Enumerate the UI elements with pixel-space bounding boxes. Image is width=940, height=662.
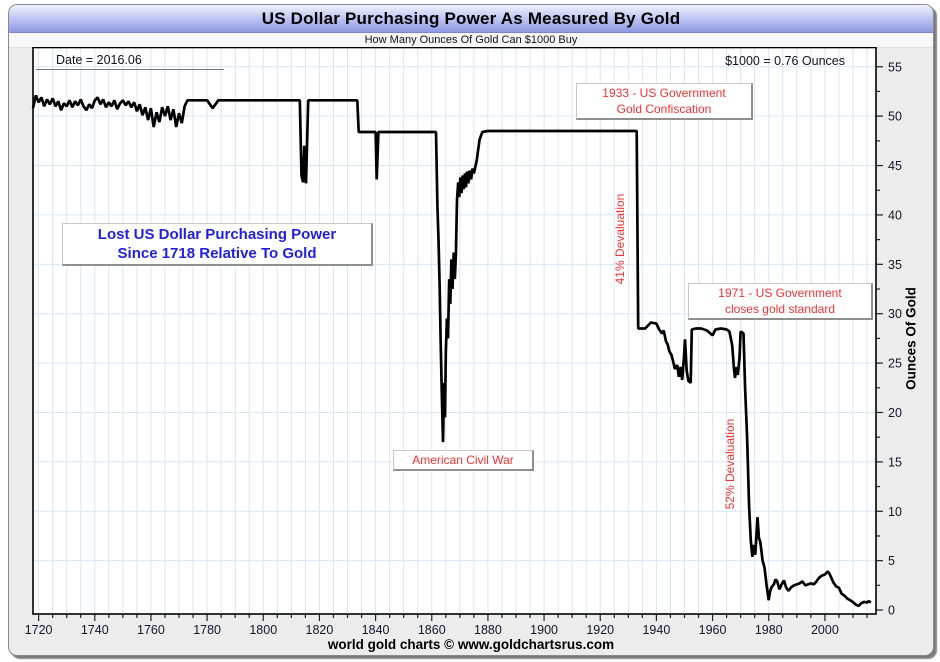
- svg-text:1740: 1740: [81, 623, 109, 637]
- svg-text:15: 15: [888, 455, 902, 469]
- svg-text:45: 45: [888, 159, 902, 173]
- svg-text:40: 40: [888, 208, 902, 222]
- annotation-52-devaluation: 52% Devaluation: [723, 418, 737, 510]
- svg-text:1920: 1920: [586, 623, 614, 637]
- svg-text:35: 35: [888, 258, 902, 272]
- annotation-line: 1971 - US Government: [718, 286, 842, 300]
- svg-text:1980: 1980: [755, 623, 783, 637]
- chart-subtitle: How Many Ounces Of Gold Can $1000 Buy: [364, 34, 578, 46]
- annotation-line: Lost US Dollar Purchasing Power: [97, 226, 337, 243]
- chart-canvas: 1720 1740 1760 1780 1800 1820 1840 1860 1880 1900…: [25, 47, 902, 637]
- svg-text:1780: 1780: [193, 623, 221, 637]
- svg-text:30: 30: [888, 307, 902, 321]
- svg-text:1820: 1820: [306, 623, 334, 637]
- svg-text:1840: 1840: [362, 623, 390, 637]
- svg-text:1880: 1880: [474, 623, 502, 637]
- svg-text:1940: 1940: [642, 623, 670, 637]
- svg-text:2000: 2000: [811, 623, 839, 637]
- annotation-line: 1933 - US Government: [602, 86, 726, 100]
- svg-text:50: 50: [888, 110, 902, 124]
- svg-text:55: 55: [888, 60, 902, 74]
- annotation-civil-war: American Civil War: [393, 450, 534, 471]
- y-axis-title: Ounces Of Gold: [903, 287, 919, 390]
- svg-text:1960: 1960: [699, 623, 727, 637]
- svg-text:1800: 1800: [249, 623, 277, 637]
- svg-text:1760: 1760: [137, 623, 165, 637]
- svg-text:1720: 1720: [25, 623, 53, 637]
- subtitle-bar: How Many Ounces Of Gold Can $1000 Buy: [9, 33, 933, 48]
- svg-text:0: 0: [888, 604, 895, 618]
- chart-area: 1720 1740 1760 1780 1800 1820 1840 1860 1880 1900…: [9, 47, 933, 647]
- svg-text:25: 25: [888, 357, 902, 371]
- svg-text:20: 20: [888, 406, 902, 420]
- annotation-41-devaluation: 41% Devaluation: [613, 193, 627, 285]
- svg-text:1900: 1900: [530, 623, 558, 637]
- annotation-lost-purchasing-power: Lost US Dollar Purchasing Power Since 17…: [62, 223, 373, 266]
- date-readout: Date = 2016.06: [36, 53, 224, 70]
- chart-window: US Dollar Purchasing Power As Measured B…: [8, 4, 934, 656]
- svg-text:10: 10: [888, 505, 902, 519]
- svg-text:1860: 1860: [418, 623, 446, 637]
- footer-credit: world gold charts © www.goldchartsrus.co…: [327, 637, 615, 652]
- annotation-1933-gold-confiscation: 1933 - US Government Gold Confiscation: [576, 83, 753, 120]
- annotation-line: Gold Confiscation: [616, 102, 712, 116]
- annotation-line: closes gold standard: [724, 302, 836, 316]
- current-value-readout: $1000 = 0.76 Ounces: [725, 54, 845, 68]
- annotation-1971-gold-standard: 1971 - US Government closes gold standar…: [688, 283, 873, 320]
- page-title: US Dollar Purchasing Power As Measured B…: [261, 8, 681, 28]
- annotation-line: Since 1718 Relative To Gold: [117, 245, 317, 262]
- title-bar: US Dollar Purchasing Power As Measured B…: [9, 5, 933, 33]
- svg-text:5: 5: [888, 554, 895, 568]
